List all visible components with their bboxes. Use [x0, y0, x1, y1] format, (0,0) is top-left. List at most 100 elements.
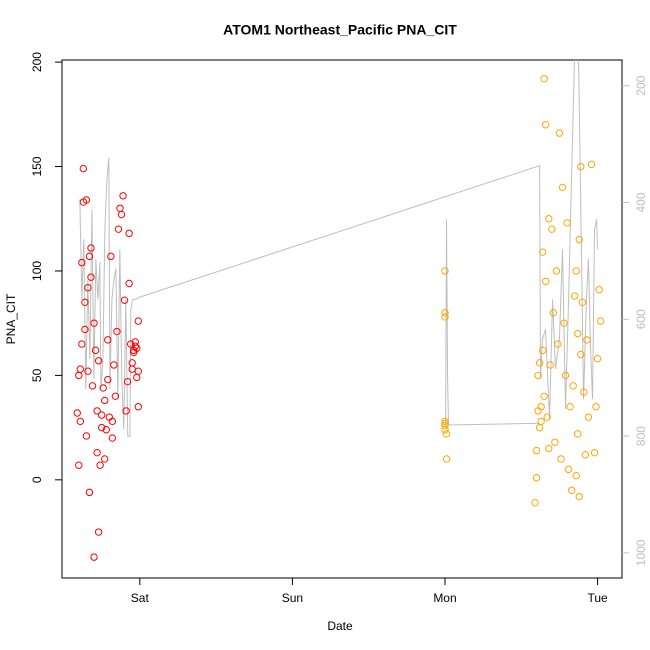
point — [120, 296, 129, 304]
point — [534, 371, 542, 380]
point — [93, 407, 101, 415]
point — [104, 375, 112, 384]
point — [564, 465, 573, 474]
point — [545, 444, 553, 453]
point — [75, 461, 83, 469]
point — [540, 392, 548, 400]
point — [87, 273, 95, 281]
point — [97, 411, 106, 419]
x-tick-label: Tue — [587, 591, 608, 605]
point — [557, 455, 565, 463]
point — [78, 258, 86, 267]
point — [76, 417, 85, 426]
point — [85, 488, 94, 497]
point — [542, 121, 550, 129]
point — [125, 279, 133, 288]
point — [590, 448, 599, 457]
line — [79, 60, 599, 437]
point — [133, 344, 141, 352]
point — [537, 417, 545, 426]
point — [587, 160, 596, 169]
point — [548, 225, 556, 233]
point — [101, 396, 109, 405]
point — [538, 346, 547, 355]
point — [595, 286, 603, 294]
point — [442, 455, 451, 463]
point — [441, 417, 449, 426]
point — [441, 309, 449, 317]
y-tick-label: 50 — [30, 368, 44, 382]
point — [84, 367, 92, 375]
point — [560, 319, 568, 327]
point — [441, 267, 449, 275]
point — [73, 409, 81, 417]
point — [555, 129, 564, 137]
point — [108, 417, 117, 426]
point — [111, 392, 120, 400]
point — [574, 430, 582, 438]
point — [134, 367, 142, 375]
point — [119, 192, 127, 200]
point — [131, 342, 139, 350]
point — [593, 354, 602, 363]
point — [552, 267, 561, 275]
y-tick-label: 200 — [30, 52, 44, 72]
point — [540, 75, 548, 83]
point — [76, 365, 85, 373]
point — [122, 407, 130, 415]
point — [575, 492, 583, 501]
point — [134, 317, 142, 325]
point — [535, 423, 544, 432]
point — [596, 317, 605, 325]
point — [563, 219, 571, 227]
point — [572, 267, 580, 275]
point — [538, 248, 547, 256]
point — [117, 210, 126, 219]
chart-title: ATOM1 Northeast_Pacific PNA_CIT — [223, 22, 457, 38]
point — [542, 277, 550, 286]
y2-tick-label: 600 — [634, 309, 648, 329]
point — [581, 451, 590, 459]
point — [133, 373, 141, 382]
point — [123, 377, 132, 386]
point — [84, 283, 92, 292]
point — [99, 384, 107, 392]
point — [577, 162, 585, 171]
y2-tick-label: 400 — [634, 192, 648, 212]
point — [532, 446, 541, 455]
point — [554, 340, 562, 348]
point — [566, 403, 574, 411]
point — [116, 204, 124, 212]
point — [532, 474, 541, 482]
point — [85, 252, 94, 261]
point — [575, 235, 583, 244]
point — [577, 350, 585, 359]
y-axis-label: PNA_CIT — [4, 293, 18, 344]
point — [592, 403, 600, 411]
point — [545, 215, 553, 223]
point — [570, 292, 579, 300]
point — [531, 499, 539, 507]
point — [108, 434, 117, 442]
point — [113, 327, 121, 336]
point — [441, 426, 449, 434]
point — [82, 432, 91, 440]
point — [114, 225, 123, 233]
point — [441, 313, 449, 321]
point — [567, 486, 576, 494]
x-tick-label: Mon — [433, 591, 456, 605]
y2-tick-label: 1000 — [634, 539, 648, 566]
point — [543, 413, 551, 421]
y-tick-label: 150 — [30, 156, 44, 176]
point — [574, 329, 582, 338]
plot-box — [61, 59, 623, 579]
point — [134, 403, 142, 411]
point — [104, 336, 112, 344]
point — [79, 164, 88, 173]
point — [572, 471, 580, 480]
point — [584, 413, 593, 421]
point — [96, 461, 104, 469]
point — [569, 382, 577, 390]
y-tick-label: 100 — [30, 261, 44, 281]
